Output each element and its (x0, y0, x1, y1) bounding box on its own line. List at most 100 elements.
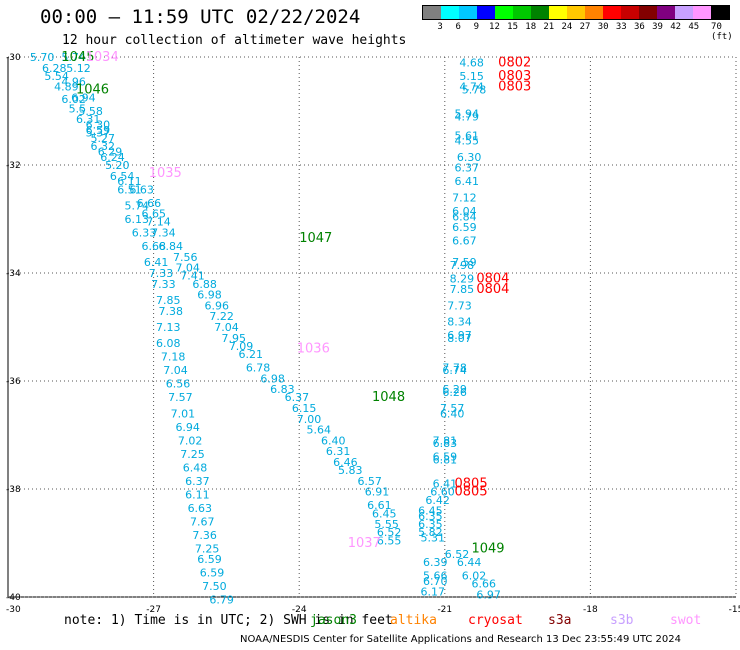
wave-height-value: 6.35 (418, 518, 443, 531)
wave-height-value: 7.85 (450, 283, 475, 296)
wave-height-value: 6.31 (76, 113, 101, 126)
color-scale-label: 3 (437, 22, 443, 32)
wave-height-value: 7.34 (151, 227, 176, 240)
wave-height-value: 6.56 (166, 378, 191, 391)
mission-legend-swot: swot (670, 613, 702, 628)
wave-height-value: 7.98 (450, 259, 475, 272)
wave-height-value: 5.20 (105, 159, 130, 172)
x-tick-label: -27 (146, 605, 161, 615)
color-scale-label: 18 (525, 22, 537, 32)
wave-height-value: 6.68 (141, 240, 166, 253)
pass-time-label: 0804 (476, 282, 509, 297)
wave-height-value: 6.52 (445, 548, 470, 561)
wave-height-value: 6.97 (447, 329, 472, 342)
wave-height-value: 6.11 (185, 488, 210, 501)
wave-height-value: 6.40 (440, 407, 465, 420)
wave-height-value: 5.12 (66, 62, 91, 75)
mission-legend-cryosat: cryosat (468, 613, 523, 628)
wave-height-value: 6.45 (418, 505, 443, 518)
color-scale-label: 9 (473, 22, 480, 32)
wave-height-value: 5.83 (338, 464, 363, 477)
wave-height-value: 6.41 (433, 478, 458, 491)
color-swatch (675, 6, 693, 19)
color-swatch (441, 6, 459, 19)
wave-height-value: 5.5 (69, 102, 87, 115)
wave-height-value: 6.08 (156, 337, 181, 350)
wave-height-value: 7.33 (149, 267, 174, 280)
color-swatch (495, 6, 513, 19)
x-tick-label: -15 (729, 605, 740, 615)
wave-height-value: 5.54 (44, 70, 69, 83)
wave-height-value: 6.83 (433, 437, 458, 450)
color-scale-label: 12 (489, 22, 500, 32)
wave-height-value: 6.33 (132, 227, 157, 240)
color-swatch (549, 6, 567, 19)
page-subtitle: 12 hour collection of altimeter wave hei… (62, 33, 407, 48)
color-scale-label: 30 (597, 22, 609, 32)
wave-height-value: 6.96 (205, 299, 230, 312)
wave-height-value: 6.83 (270, 383, 295, 396)
wave-height-value: 6.94 (71, 92, 96, 105)
wave-height-value: 7.59 (452, 256, 477, 269)
wave-height-value: 6.13 (124, 213, 149, 226)
wave-height-value: 6.37 (455, 162, 480, 175)
wave-height-value: 6.51 (117, 183, 142, 196)
color-swatch (639, 6, 657, 19)
pass-time-label: 0803 (498, 69, 531, 84)
color-scale-label: 39 (652, 22, 663, 32)
pass-time-label: 0803 (498, 80, 531, 95)
y-tick-label: -40 (6, 593, 21, 603)
color-scale-label: 27 (579, 22, 591, 32)
wave-height-value: 6.70 (423, 575, 448, 588)
wave-height-value: 6.41 (455, 175, 480, 188)
wave-height-value: 6.41 (144, 256, 169, 269)
pass-time-label: 0804 (476, 271, 509, 286)
y-tick-label: -38 (6, 485, 21, 495)
color-swatch (693, 6, 711, 19)
color-swatch (711, 6, 729, 19)
wave-height-value: 5.58 (78, 105, 103, 118)
wave-height-value: 4.89 (54, 81, 79, 94)
wave-height-value: 7.01 (171, 407, 196, 420)
wave-height-value: 4.55 (455, 135, 480, 148)
wave-height-value: 6.59 (86, 124, 111, 137)
wave-height-value: 5.15 (459, 70, 484, 83)
color-scale-label: 6 (455, 22, 461, 32)
wave-height-value: 5.82 (418, 526, 443, 539)
wave-height-value: 5.66 (423, 569, 448, 582)
wave-height-value: 7.18 (161, 351, 186, 364)
wave-height-value: 7.95 (222, 332, 247, 345)
wave-height-value: 7.04 (214, 321, 239, 334)
wave-height-value: 5.70 (30, 51, 55, 64)
wave-height-value: 6.81 (433, 453, 458, 466)
pass-time-label: 1045 (61, 50, 94, 65)
wave-height-value: 5.94 (455, 108, 480, 121)
color-swatch (567, 6, 585, 19)
wave-height-value: 6.48 (183, 461, 208, 474)
color-scale-label: 15 (507, 22, 518, 32)
wave-height-value: 6.91 (365, 486, 390, 499)
color-swatch (477, 6, 495, 19)
wave-height-value: 7.56 (173, 251, 198, 264)
wave-height-value: 4.74 (459, 81, 484, 94)
x-tick-label: -21 (437, 605, 452, 615)
y-tick-label: -34 (6, 269, 21, 279)
wave-height-value: 6.17 (421, 586, 446, 599)
pass-time-label: 0805 (455, 485, 488, 500)
wave-height-value: 6.02 (61, 93, 86, 106)
wave-height-value: 7.33 (151, 278, 176, 291)
wave-height-value: 6.15 (292, 402, 317, 415)
pass-time-label: 1037 (348, 536, 381, 551)
wave-height-value: 6.29 (98, 146, 123, 159)
wave-height-value: 8.34 (447, 316, 472, 329)
credit-footer: NOAA/NESDIS Center for Satellite Applica… (240, 634, 682, 645)
color-scale-labels: 3 6 9 12 15 18 21 24 27 30 33 36 39 42 45 70 (ft) (422, 22, 732, 42)
color-scale-label: 33 (615, 22, 627, 32)
color-swatch (657, 6, 675, 19)
wave-height-value: 6.61 (367, 499, 392, 512)
wave-height-value: 6.24 (100, 151, 125, 164)
color-scale-label: 42 (670, 22, 682, 32)
y-tick-label: -36 (6, 377, 21, 387)
wave-height-value: 4.79 (455, 110, 480, 123)
wave-height-value: 5.74 (61, 51, 86, 64)
